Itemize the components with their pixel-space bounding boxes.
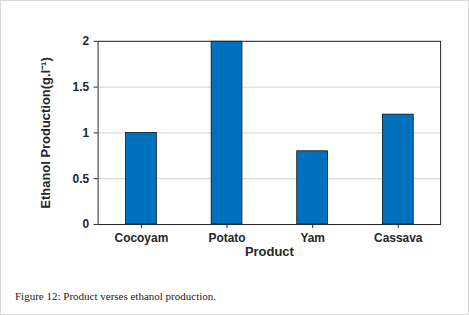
svg-text:Ethanol Production(g.l⁻¹): Ethanol Production(g.l⁻¹) <box>38 57 53 208</box>
svg-text:1.5: 1.5 <box>73 80 90 94</box>
svg-text:Product: Product <box>245 244 295 259</box>
svg-text:Yam: Yam <box>300 231 325 245</box>
html-text:Figure 12: Product verses etha: Figure 12: Product verses ethanol produc… <box>15 290 216 302</box>
svg-text:Potato: Potato <box>208 231 245 245</box>
svg-text:Cassava: Cassava <box>374 231 423 245</box>
svg-text:2: 2 <box>82 34 89 48</box>
svg-text:0: 0 <box>82 217 89 231</box>
svg-text:0.5: 0.5 <box>73 172 90 186</box>
svg-text:Cocoyam: Cocoyam <box>115 231 169 245</box>
svg-text:1: 1 <box>82 126 89 140</box>
